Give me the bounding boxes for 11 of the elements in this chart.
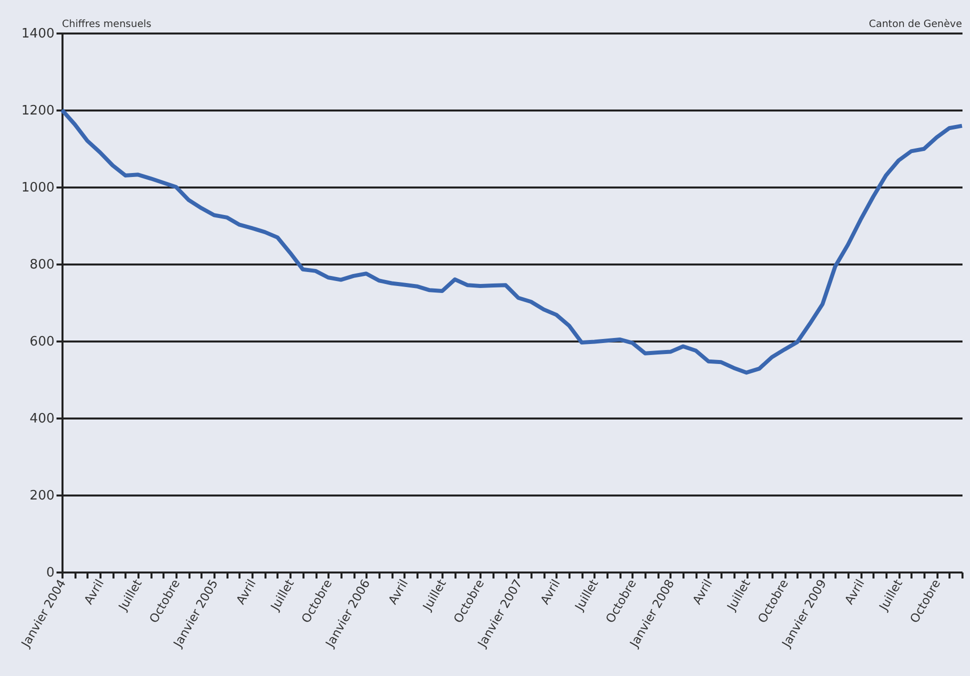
text: Canton de Genève bbox=[868, 19, 962, 30]
line-series bbox=[60, 108, 964, 375]
y-tick-label: 800 bbox=[30, 258, 54, 272]
y-tick-label: 1200 bbox=[21, 104, 54, 118]
y-tick-label: 0 bbox=[46, 566, 54, 580]
y-tick-label: 1400 bbox=[21, 26, 54, 42]
y-tick-label: 200 bbox=[30, 488, 54, 504]
y-tick-label: 1000 bbox=[21, 180, 54, 196]
y-tick-label: 400 bbox=[30, 412, 54, 426]
text: Chiffres mensuels bbox=[62, 19, 152, 30]
y-tick-label: 600 bbox=[30, 334, 54, 350]
